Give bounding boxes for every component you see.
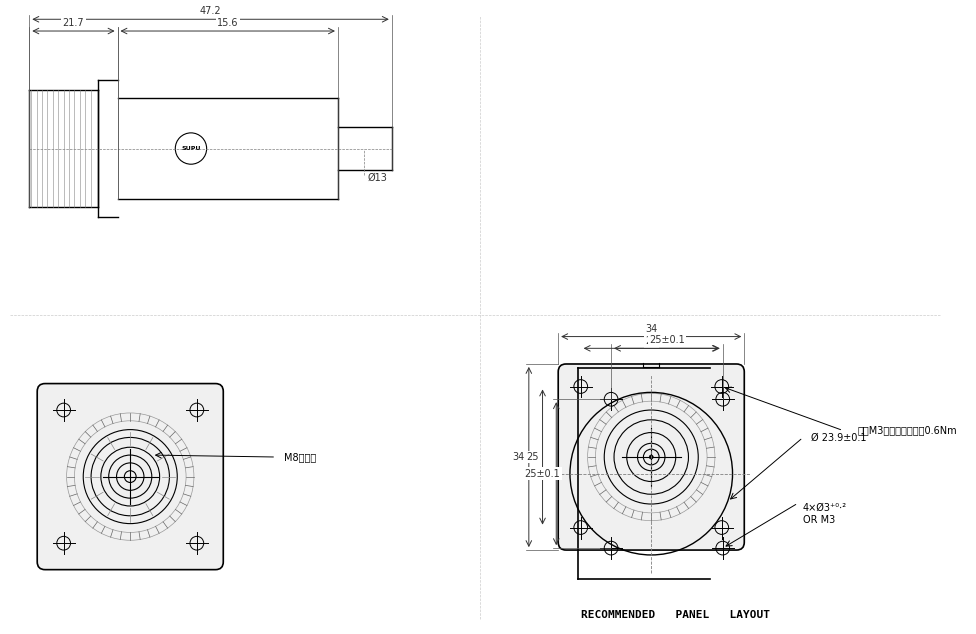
Text: 25±0.1: 25±0.1 — [649, 335, 685, 346]
Text: Ø13: Ø13 — [367, 173, 387, 183]
Text: 25: 25 — [526, 452, 539, 462]
Text: 25: 25 — [645, 337, 658, 346]
Text: 34: 34 — [512, 452, 524, 462]
Circle shape — [649, 455, 653, 459]
Text: Ø 23.9±0.1: Ø 23.9±0.1 — [811, 432, 867, 443]
Text: 25±0.1: 25±0.1 — [525, 469, 560, 479]
Text: RECOMMENDED   PANEL   LAYOUT: RECOMMENDED PANEL LAYOUT — [582, 610, 770, 619]
Text: OR M3: OR M3 — [803, 515, 835, 525]
Text: 21.7: 21.7 — [62, 18, 84, 28]
FancyBboxPatch shape — [37, 384, 224, 569]
Text: 4×Ø3⁺⁰⋅²: 4×Ø3⁺⁰⋅² — [803, 503, 847, 513]
Text: 推荐M3组合螺丝，扔知0.6Nm: 推荐M3组合螺丝，扔知0.6Nm — [858, 425, 957, 436]
Text: SUPU: SUPU — [182, 146, 201, 151]
Text: 34: 34 — [645, 324, 658, 333]
Text: 47.2: 47.2 — [200, 6, 222, 16]
FancyBboxPatch shape — [558, 364, 745, 550]
Text: M8内螺纹: M8内螺纹 — [284, 452, 316, 462]
Text: 15.6: 15.6 — [217, 18, 238, 28]
